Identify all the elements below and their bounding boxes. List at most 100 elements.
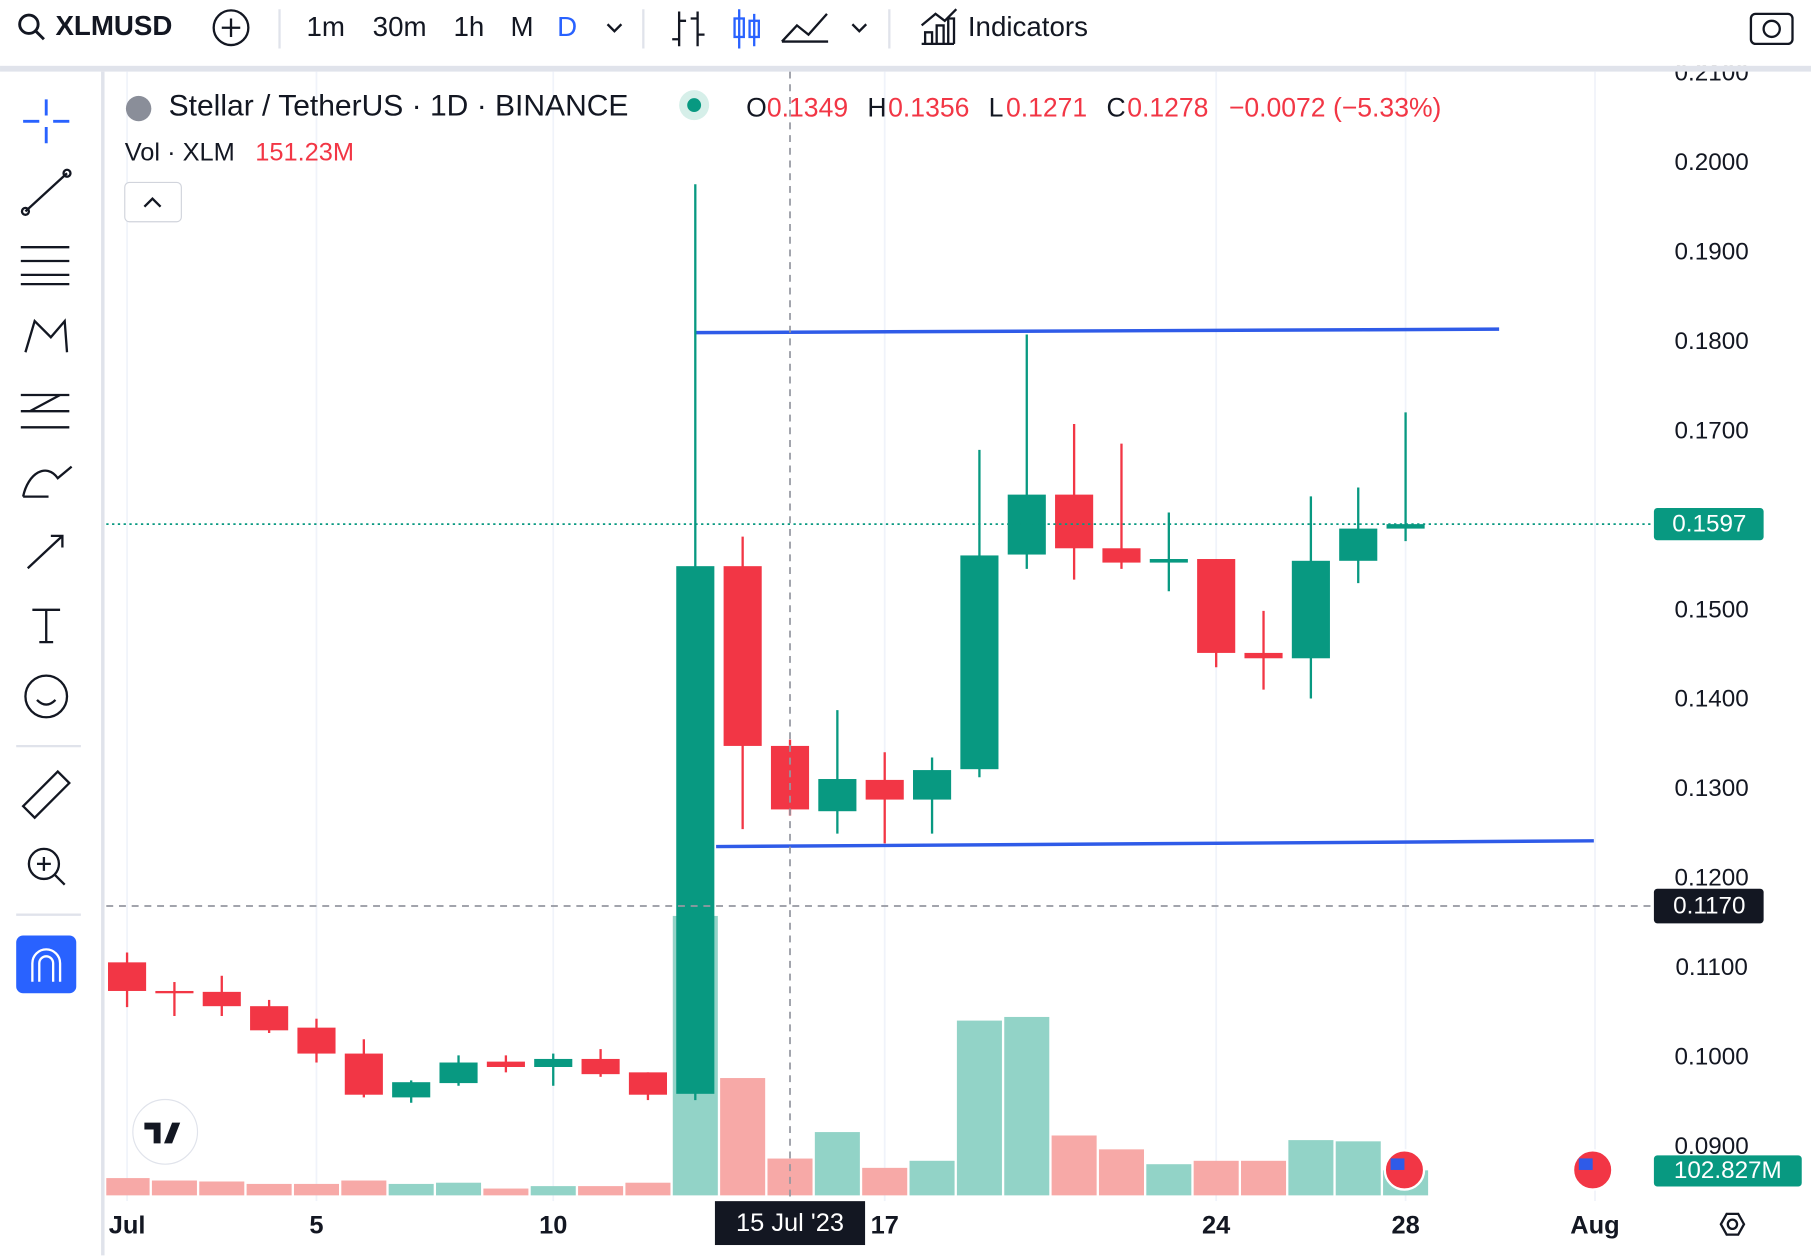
snapshot[interactable] bbox=[1749, 12, 1794, 46]
arrow-tool[interactable] bbox=[26, 534, 64, 570]
legend-change: −0.0072 (−5.33%) bbox=[1229, 93, 1442, 123]
volume-bar bbox=[720, 1078, 766, 1196]
candle-body bbox=[1291, 560, 1330, 659]
interval[interactable]: 1h bbox=[454, 11, 485, 42]
settings-icon-dot bbox=[1726, 1218, 1739, 1231]
candle-body bbox=[155, 990, 194, 994]
candles-icon[interactable] bbox=[738, 9, 756, 49]
drawn-line[interactable] bbox=[716, 839, 1594, 849]
line-tool[interactable] bbox=[24, 172, 68, 213]
legend-c-value: 0.1278 bbox=[1127, 93, 1208, 123]
zoom-tool[interactable] bbox=[27, 847, 61, 881]
toolbar-border bbox=[0, 65, 1811, 72]
volume-bar bbox=[1193, 1160, 1239, 1196]
snapshot-lens bbox=[1762, 19, 1781, 39]
magnet-tool[interactable] bbox=[16, 935, 77, 994]
area-icon[interactable] bbox=[781, 13, 829, 43]
overlay-layer bbox=[106, 71, 1652, 1202]
volume-bar bbox=[1335, 1141, 1381, 1196]
emoji-tool[interactable] bbox=[24, 674, 69, 719]
drawn-line[interactable] bbox=[695, 327, 1500, 335]
indicators-icon[interactable] bbox=[920, 8, 958, 46]
volume-bar bbox=[246, 1183, 292, 1196]
volume-bar bbox=[1146, 1164, 1192, 1196]
legend-h-label: H bbox=[867, 93, 886, 123]
volume-bar bbox=[1288, 1140, 1334, 1196]
status-dot bbox=[687, 98, 702, 113]
candle-body bbox=[250, 1006, 289, 1031]
legend-l-label: L bbox=[989, 93, 1004, 123]
volume-bar bbox=[483, 1188, 529, 1196]
candle-body bbox=[865, 779, 904, 800]
add-glyph bbox=[221, 18, 241, 37]
search-icon[interactable] bbox=[18, 13, 40, 35]
x-tick-label: 5 bbox=[309, 1211, 323, 1239]
y-tick-label: 0.2000 bbox=[1675, 149, 1749, 176]
pattern-tool[interactable] bbox=[24, 318, 69, 353]
crosshair-date-box bbox=[714, 1201, 866, 1246]
volume-bar bbox=[199, 1181, 245, 1196]
y-tick-label: 0.1300 bbox=[1675, 775, 1749, 802]
zoom-glyph bbox=[36, 856, 66, 886]
chevron-up bbox=[143, 197, 162, 208]
candle-body bbox=[486, 1061, 525, 1067]
interval[interactable]: M bbox=[511, 11, 534, 42]
y-tick-label: 0.1800 bbox=[1675, 328, 1749, 355]
x-tick-label: Jul bbox=[109, 1211, 146, 1239]
volume-label: Vol · XLM bbox=[125, 138, 235, 166]
last-volume-label: 102.827M bbox=[1674, 1157, 1782, 1184]
settings-icon[interactable] bbox=[1719, 1212, 1746, 1236]
top-toolbar bbox=[0, 0, 1811, 66]
crosshair-price-label: 0.1170 bbox=[1673, 893, 1745, 920]
y-tick-label: 0.1700 bbox=[1675, 417, 1749, 444]
volume-bar bbox=[341, 1180, 387, 1196]
legend-o-label: O bbox=[746, 93, 767, 123]
y-tick-label: 0.1500 bbox=[1675, 596, 1749, 623]
symbol[interactable]: XLMUSD bbox=[55, 10, 172, 41]
volume-value: 151.23M bbox=[255, 138, 354, 166]
chevron[interactable] bbox=[851, 23, 868, 33]
candle-body bbox=[581, 1058, 620, 1075]
bars-icon[interactable] bbox=[672, 11, 705, 47]
x-tick-label: Aug bbox=[1570, 1211, 1619, 1239]
candle-body bbox=[1339, 528, 1378, 561]
interval-active[interactable]: D bbox=[557, 11, 577, 42]
candle-body bbox=[392, 1082, 431, 1098]
volume-bar bbox=[625, 1182, 671, 1196]
volume-bar bbox=[578, 1186, 624, 1196]
add-symbol[interactable] bbox=[212, 9, 250, 47]
candle-body bbox=[723, 566, 762, 746]
y-tick-label: 0.1900 bbox=[1675, 239, 1749, 266]
crosshair-date-label: 15 Jul '23 bbox=[736, 1209, 844, 1237]
candle-layer bbox=[108, 184, 1425, 1103]
volume-layer bbox=[106, 915, 1429, 1196]
tool-dot bbox=[62, 168, 72, 178]
y-tick-label: 0.1100 bbox=[1675, 954, 1747, 981]
legend-c-label: C bbox=[1106, 93, 1125, 123]
candle-body bbox=[1055, 494, 1094, 549]
candle-glyph bbox=[748, 19, 760, 39]
last-price-box bbox=[1653, 507, 1764, 541]
collapse-button[interactable] bbox=[124, 181, 182, 223]
tv-logo[interactable] bbox=[132, 1098, 199, 1165]
legend-o-value: 0.1349 bbox=[767, 93, 848, 123]
candle-body bbox=[108, 962, 147, 991]
chevron[interactable] bbox=[606, 23, 623, 33]
indicators[interactable]: Indicators bbox=[968, 11, 1088, 42]
fib-tool[interactable] bbox=[20, 246, 70, 286]
brush-tool[interactable] bbox=[21, 465, 73, 498]
candle-body bbox=[202, 991, 241, 1007]
text-tool[interactable] bbox=[32, 608, 61, 644]
y-tick-label: 0.1400 bbox=[1675, 686, 1749, 713]
candle-body bbox=[1244, 652, 1283, 659]
tv-logo-mark bbox=[144, 1122, 181, 1144]
interval[interactable]: 1m bbox=[306, 11, 344, 42]
forecast-tool[interactable] bbox=[20, 393, 70, 429]
crosshair-tool[interactable] bbox=[23, 99, 70, 144]
ruler-tool[interactable] bbox=[21, 769, 71, 820]
y-tick-label: 0.1000 bbox=[1675, 1043, 1749, 1070]
candle-body bbox=[1149, 559, 1188, 563]
interval[interactable]: 30m bbox=[373, 11, 427, 42]
candle-glyph bbox=[733, 17, 745, 39]
candle-body bbox=[1197, 559, 1236, 653]
